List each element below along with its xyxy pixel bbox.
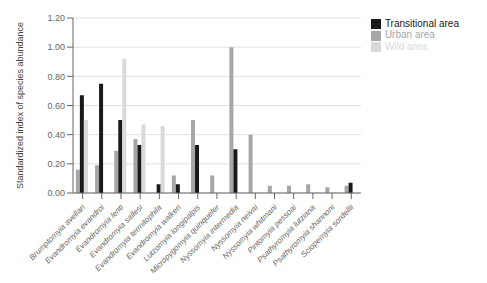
svg-text:Nyssomyia whitmani: Nyssomyia whitmani <box>220 202 279 261</box>
svg-text:0.00: 0.00 <box>47 188 65 198</box>
svg-text:Evandromyia lenti: Evandromyia lenti <box>73 202 126 255</box>
html-text:Urban area: Urban area <box>384 29 435 41</box>
svg-text:Sciopemyia sordellii: Sciopemyia sordellii <box>299 203 356 260</box>
svg-text:Evandromyia evandroi: Evandromyia evandroi <box>43 202 106 266</box>
svg-text:Pintomyia pessoai: Pintomyia pessoai <box>245 202 298 256</box>
svg-text:Nyssomyia intermedia: Nyssomyia intermedia <box>178 202 241 265</box>
svg-text:0.40: 0.40 <box>47 130 65 140</box>
html-text:Transitional area: Transitional area <box>384 18 459 29</box>
svg-text:1.00: 1.00 <box>47 42 65 52</box>
html-text:Wild area: Wild area <box>384 40 428 52</box>
svg-text:Evandromyia walkeri: Evandromyia walkeri <box>124 202 183 262</box>
svg-text:Psathyromyia lutziana: Psathyromyia lutziana <box>255 202 318 265</box>
svg-text:0.80: 0.80 <box>47 72 65 82</box>
svg-text:Standardized index of species: Standardized index of species abundance <box>15 22 25 189</box>
svg-text:0.60: 0.60 <box>47 101 65 111</box>
svg-text:1.20: 1.20 <box>47 13 65 23</box>
svg-text:Brumptomyia avellari: Brumptomyia avellari <box>27 202 87 263</box>
svg-text:Lutzomyia longipalpis: Lutzomyia longipalpis <box>141 202 202 264</box>
svg-text:Nyssomyia neivai: Nyssomyia neivai <box>209 202 260 254</box>
svg-text:Psathyromyia shannoni: Psathyromyia shannoni <box>271 202 337 268</box>
svg-text:Evandromyia sallesi: Evandromyia sallesi <box>87 202 145 260</box>
svg-text:0.20: 0.20 <box>47 159 65 169</box>
